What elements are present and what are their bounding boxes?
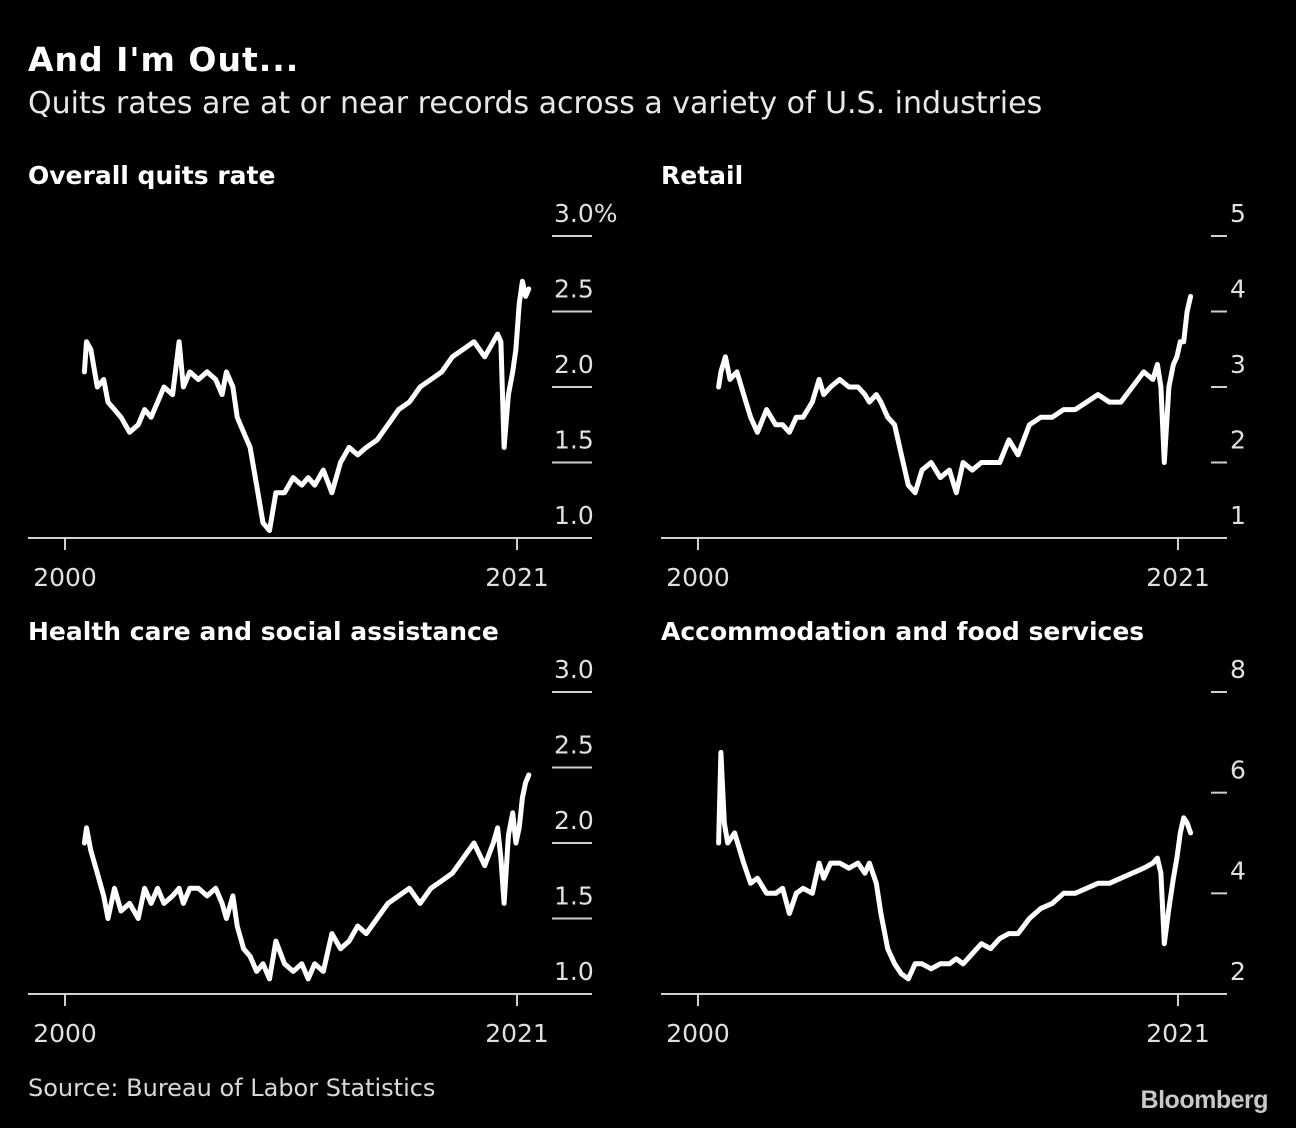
- y-tick-label: 2: [1230, 957, 1246, 986]
- x-tick-label: 2000: [666, 1019, 730, 1048]
- series-line: [716, 749, 1194, 982]
- chart-subtitle: Quits rates are at or near records acros…: [28, 86, 1043, 121]
- y-tick-label: 2.0: [554, 350, 594, 379]
- y-tick-label: 1.0: [554, 501, 594, 530]
- y-tick-label: 3.0: [554, 655, 594, 684]
- source-note: Source: Bureau of Labor Statistics: [28, 1074, 436, 1102]
- bloomberg-logo: Bloomberg: [1140, 1086, 1269, 1114]
- y-tick-label: 2.5: [554, 731, 594, 760]
- y-tick-label: 1: [1230, 501, 1246, 530]
- y-tick-label: 1.5: [554, 882, 594, 911]
- y-tick-label: 3.0%: [554, 199, 618, 228]
- panel-title: Retail: [661, 161, 743, 190]
- y-tick-label: 5: [1230, 199, 1246, 228]
- x-tick-label: 2000: [666, 563, 730, 592]
- x-tick-label: 2021: [485, 563, 549, 592]
- panel-retail: Retail 5 4 3 2 1 2000 2021: [661, 161, 1246, 592]
- series-line: [81, 278, 532, 533]
- panel-title: Overall quits rate: [28, 161, 275, 190]
- x-tick-label: 2000: [33, 563, 97, 592]
- panel-health-care: Health care and social assistance 3.0 2.5 2…: [28, 617, 594, 1048]
- y-tick-label: 8: [1230, 655, 1246, 684]
- chart-title: And I'm Out...: [28, 40, 300, 79]
- y-tick-label: 3: [1230, 350, 1246, 379]
- y-tick-label: 1.0: [554, 957, 594, 986]
- panel-accommodation-food: Accommodation and food services 8 6 4 2 2000 2…: [661, 617, 1246, 1048]
- panel-title: Accommodation and food services: [661, 617, 1144, 646]
- panel-title: Health care and social assistance: [28, 617, 499, 646]
- y-tick-label: 2: [1230, 426, 1246, 455]
- x-tick-label: 2021: [1146, 1019, 1210, 1048]
- x-tick-label: 2021: [485, 1019, 549, 1048]
- x-tick-label: 2000: [33, 1019, 97, 1048]
- y-tick-label: 6: [1230, 756, 1246, 785]
- y-tick-label: 1.5: [554, 426, 594, 455]
- y-tick-label: 4: [1230, 275, 1246, 304]
- y-tick-label: 2.5: [554, 275, 594, 304]
- panel-overall-quits-rate: Overall quits rate 3.0% 2.5 2.0 1.5 1.0 2000 20…: [28, 161, 618, 592]
- y-tick-label: 2.0: [554, 806, 594, 835]
- y-tick-label: 4: [1230, 856, 1246, 885]
- series-line: [81, 772, 532, 982]
- series-line: [716, 293, 1194, 496]
- x-tick-label: 2021: [1146, 563, 1210, 592]
